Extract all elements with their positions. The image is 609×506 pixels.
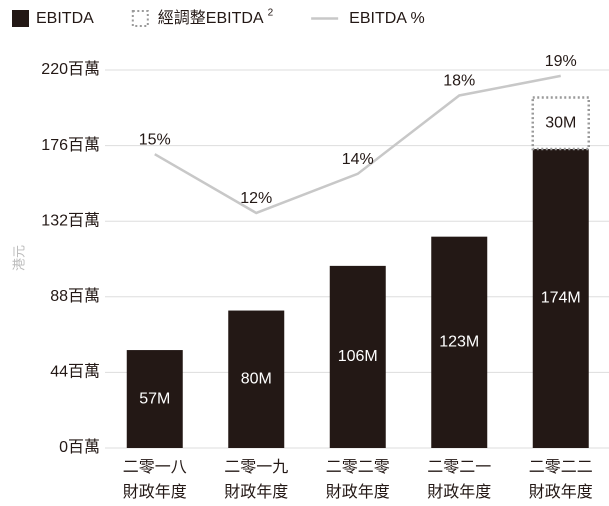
bar-value-label: 30M — [545, 114, 576, 131]
line-value-label: 19% — [545, 53, 577, 70]
bar — [228, 310, 285, 448]
x-tick-label: 二零二一 — [427, 459, 491, 476]
x-tick-label: 財政年度 — [224, 483, 288, 501]
bar — [531, 96, 590, 151]
x-tick-label: 財政年度 — [529, 483, 593, 501]
y-axis-label: 港元 — [11, 245, 26, 271]
line-value-label: 15% — [139, 131, 171, 148]
y-tick-label: 220百萬 — [41, 60, 100, 78]
legend-label: EBITDA — [36, 10, 94, 27]
x-tick-label: 二零一八 — [123, 459, 187, 476]
x-tick-label: 財政年度 — [326, 483, 390, 501]
legend-swatch — [12, 10, 29, 27]
x-tick-label: 二零一九 — [224, 458, 288, 476]
legend-swatch — [131, 10, 149, 27]
x-tick-label: 二零二零 — [326, 459, 390, 476]
bar — [431, 236, 488, 448]
bar-value-label: 57M — [139, 390, 170, 407]
line-value-label: 18% — [443, 73, 475, 90]
line-value-label: 14% — [342, 151, 374, 168]
bar — [329, 265, 386, 448]
x-tick-label: 財政年度 — [123, 483, 187, 501]
bar — [126, 350, 183, 448]
legend-footnote: 2 — [268, 8, 274, 19]
y-tick-label: 44百萬 — [50, 363, 100, 381]
y-tick-label: 88百萬 — [50, 287, 100, 305]
x-tick-label: 二零二二 — [529, 459, 593, 476]
bar — [532, 149, 589, 448]
bar-value-label: 123M — [439, 334, 479, 351]
y-tick-label: 132百萬 — [41, 211, 100, 229]
bar-value-label: 174M — [541, 290, 581, 307]
legend-label: EBITDA % — [349, 10, 425, 27]
y-tick-label: 176百萬 — [41, 136, 100, 154]
bar-value-label: 106M — [338, 348, 378, 365]
line — [154, 74, 561, 215]
bar-value-label: 80M — [241, 370, 272, 387]
line-value-label: 12% — [240, 190, 272, 207]
legend-label: 經調整EBITDA — [158, 9, 264, 27]
x-tick-label: 財政年度 — [427, 483, 491, 501]
y-tick-label: 0百萬 — [59, 438, 100, 456]
